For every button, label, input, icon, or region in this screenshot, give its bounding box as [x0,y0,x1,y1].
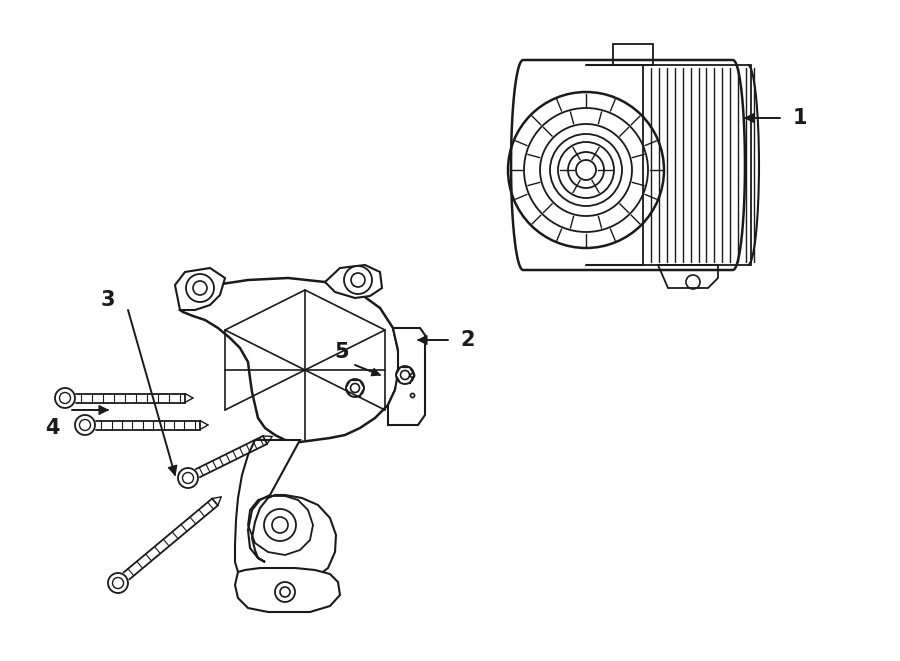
Polygon shape [168,465,177,475]
Polygon shape [388,328,425,425]
Polygon shape [235,568,340,612]
Circle shape [275,582,295,602]
Polygon shape [371,368,380,375]
Text: 3: 3 [101,290,115,310]
Text: 4: 4 [45,418,59,438]
Polygon shape [418,336,427,344]
Circle shape [186,274,214,302]
Polygon shape [511,60,745,270]
Circle shape [346,379,364,397]
Circle shape [344,266,372,294]
Text: 2: 2 [461,330,475,350]
Circle shape [108,573,128,593]
Text: 5: 5 [335,342,349,362]
Polygon shape [235,440,336,582]
Polygon shape [175,268,225,310]
Circle shape [75,415,95,435]
Polygon shape [325,265,382,298]
Circle shape [55,388,75,408]
Polygon shape [180,278,400,442]
Text: 1: 1 [793,108,807,128]
Circle shape [178,468,198,488]
Circle shape [396,366,414,384]
Circle shape [264,509,296,541]
Polygon shape [745,114,754,122]
Polygon shape [99,405,108,414]
